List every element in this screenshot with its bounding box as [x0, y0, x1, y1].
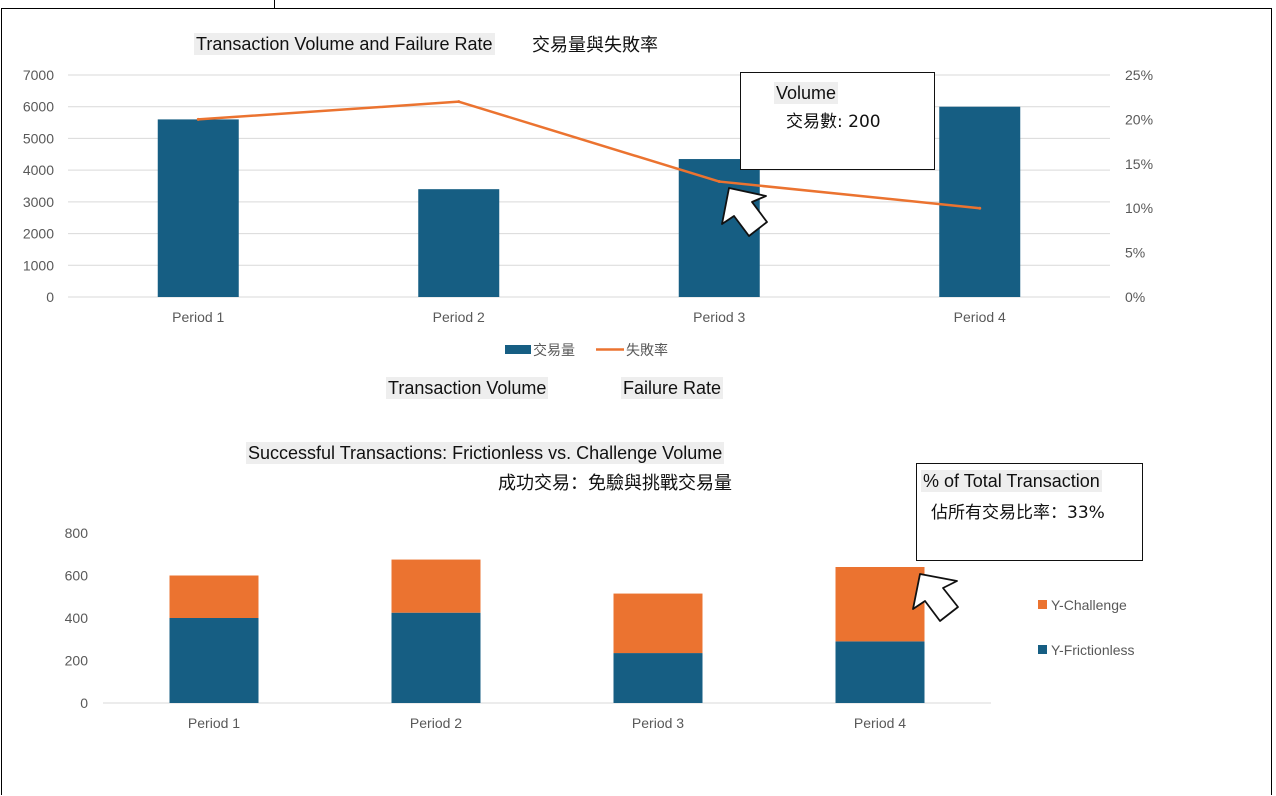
share-callout-line: 佔所有交易比率：33%	[931, 503, 1105, 523]
bar-frictionless	[169, 618, 259, 703]
bottom-chart-title-zh: 成功交易：免驗與挑戰交易量	[498, 473, 732, 494]
bar-frictionless	[835, 641, 925, 703]
y2-tick-label: 10%	[1125, 200, 1153, 216]
share-callout-title: % of Total Transaction	[921, 470, 1102, 492]
top-legend-bar-label: Transaction Volume	[386, 377, 549, 399]
top-legend-line-label: Failure Rate	[621, 377, 724, 399]
legend-swatch-frictionless	[1038, 645, 1047, 654]
y2-tick-label: 20%	[1125, 111, 1153, 127]
bar-frictionless	[391, 612, 481, 703]
bar-challenge	[613, 593, 703, 654]
legend-label-frictionless: Y-Frictionless	[1051, 642, 1135, 658]
sheet-frame	[1, 8, 1272, 795]
y2-tick-label: 15%	[1125, 156, 1153, 172]
y2-tick-label: 25%	[1125, 67, 1153, 83]
y-tick-label: 400	[65, 610, 89, 626]
point-failure-rate	[978, 206, 982, 210]
y-tick-label: 0	[46, 289, 54, 305]
y-tick-label: 800	[65, 525, 89, 541]
bar-transaction-volume	[939, 106, 1021, 297]
x-tick-label: Period 1	[172, 309, 224, 325]
legend-swatch-bar	[505, 345, 531, 354]
y-tick-label: 3000	[23, 194, 54, 210]
y-tick-label: 5000	[23, 130, 54, 146]
legend-label-line: 失敗率	[626, 342, 668, 359]
x-tick-label: Period 3	[693, 309, 745, 325]
bar-transaction-volume	[418, 189, 500, 297]
bar-challenge	[391, 559, 481, 613]
y-tick-label: 6000	[23, 99, 54, 115]
top-chart-title-en: Transaction Volume and Failure Rate	[194, 33, 495, 55]
y-tick-label: 200	[65, 653, 89, 669]
volume-callout-line: 交易數: 200	[786, 112, 881, 132]
volume-callout: Volume 交易數: 200	[740, 72, 935, 170]
y-tick-label: 2000	[23, 226, 54, 242]
line-failure-rate	[198, 100, 980, 210]
bar-transaction-volume	[678, 159, 760, 297]
y-tick-label: 600	[65, 568, 89, 584]
legend-swatch-challenge	[1038, 600, 1047, 609]
bar-frictionless	[613, 653, 703, 703]
x-tick-label: Period 1	[188, 715, 240, 731]
x-tick-label: Period 2	[433, 309, 485, 325]
y-tick-label: 4000	[23, 162, 54, 178]
y-tick-label: 7000	[23, 67, 54, 83]
y-tick-label: 1000	[23, 257, 54, 273]
point-failure-rate	[196, 117, 200, 121]
x-tick-label: Period 4	[854, 715, 906, 731]
cell-border	[0, 0, 275, 9]
bar-challenge	[169, 575, 259, 618]
y2-tick-label: 5%	[1125, 245, 1145, 261]
y-tick-label: 0	[80, 695, 88, 711]
legend-label-challenge: Y-Challenge	[1051, 597, 1127, 613]
point-failure-rate	[717, 180, 721, 184]
x-tick-label: Period 4	[954, 309, 1006, 325]
bar-challenge	[835, 567, 925, 642]
point-failure-rate	[457, 100, 461, 104]
bar-transaction-volume	[157, 119, 239, 298]
x-tick-label: Period 3	[632, 715, 684, 731]
share-callout: % of Total Transaction 佔所有交易比率：33%	[916, 463, 1143, 561]
bottom-chart-title-en: Successful Transactions: Frictionless vs…	[246, 442, 725, 464]
x-tick-label: Period 2	[410, 715, 462, 731]
legend-label-bar: 交易量	[533, 342, 575, 359]
y2-tick-label: 0%	[1125, 289, 1145, 305]
top-chart-title-zh: 交易量與失敗率	[532, 35, 658, 56]
volume-callout-title: Volume	[774, 82, 839, 104]
